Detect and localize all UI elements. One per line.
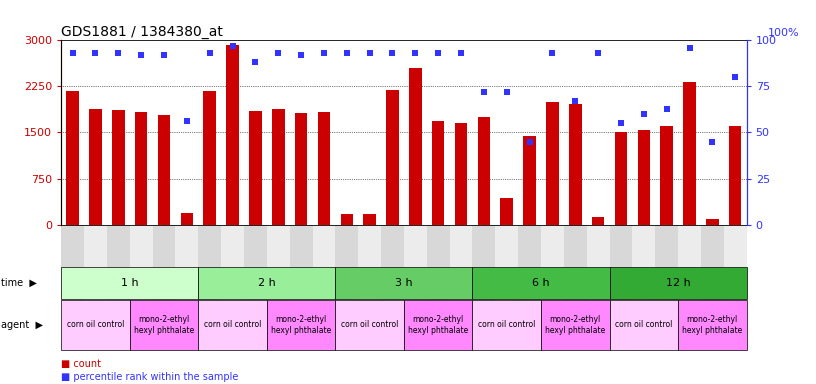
Bar [500, 198, 513, 225]
Text: 1 h: 1 h [121, 278, 139, 288]
Point [546, 50, 559, 56]
Bar [157, 115, 171, 225]
Point [317, 50, 330, 56]
Bar [455, 122, 468, 225]
Bar [249, 111, 262, 225]
Point [409, 50, 422, 56]
Point [226, 43, 239, 49]
Point [66, 50, 79, 56]
Text: 12 h: 12 h [666, 278, 690, 288]
Bar [614, 132, 628, 225]
Point [249, 60, 262, 66]
Point [523, 139, 536, 145]
Point [203, 50, 216, 56]
Bar [569, 104, 582, 225]
Point [569, 98, 582, 104]
Bar [112, 110, 125, 225]
Text: ■ count: ■ count [61, 359, 101, 369]
Bar [637, 130, 650, 225]
Point [157, 52, 171, 58]
Text: corn oil control: corn oil control [204, 320, 261, 329]
Bar [660, 126, 673, 225]
Bar [180, 213, 193, 225]
Bar [66, 91, 79, 225]
Bar [706, 219, 719, 225]
Bar [363, 214, 376, 225]
Point [386, 50, 399, 56]
Text: corn oil control: corn oil control [478, 320, 535, 329]
Point [592, 50, 605, 56]
Point [295, 52, 308, 58]
Text: agent  ▶: agent ▶ [1, 320, 42, 330]
Point [89, 50, 102, 56]
Bar [340, 214, 353, 225]
Bar [432, 121, 445, 225]
Text: time  ▶: time ▶ [1, 278, 37, 288]
Text: 100%: 100% [768, 28, 800, 38]
Text: 3 h: 3 h [395, 278, 413, 288]
Bar [226, 45, 239, 225]
Point [637, 111, 650, 117]
Text: 6 h: 6 h [532, 278, 550, 288]
Bar [272, 109, 285, 225]
Text: mono-2-ethyl
hexyl phthalate: mono-2-ethyl hexyl phthalate [271, 315, 331, 335]
Point [340, 50, 353, 56]
Point [660, 106, 673, 112]
Bar [592, 217, 605, 225]
Text: mono-2-ethyl
hexyl phthalate: mono-2-ethyl hexyl phthalate [545, 315, 605, 335]
Text: mono-2-ethyl
hexyl phthalate: mono-2-ethyl hexyl phthalate [134, 315, 194, 335]
Bar [729, 126, 742, 225]
Point [706, 139, 719, 145]
Text: mono-2-ethyl
hexyl phthalate: mono-2-ethyl hexyl phthalate [682, 315, 743, 335]
Bar [683, 82, 696, 225]
Text: corn oil control: corn oil control [615, 320, 672, 329]
Bar [203, 91, 216, 225]
Point [500, 89, 513, 95]
Point [180, 118, 193, 124]
Point [729, 74, 742, 80]
Point [683, 45, 696, 51]
Point [614, 120, 628, 126]
Text: corn oil control: corn oil control [341, 320, 398, 329]
Point [477, 89, 490, 95]
Text: GDS1881 / 1384380_at: GDS1881 / 1384380_at [61, 25, 223, 39]
Text: corn oil control: corn oil control [67, 320, 124, 329]
Point [135, 52, 148, 58]
Bar [477, 116, 490, 225]
Text: mono-2-ethyl
hexyl phthalate: mono-2-ethyl hexyl phthalate [408, 315, 468, 335]
Bar [409, 68, 422, 225]
Point [112, 50, 125, 56]
Point [272, 50, 285, 56]
Text: 2 h: 2 h [258, 278, 276, 288]
Point [432, 50, 445, 56]
Bar [89, 109, 102, 225]
Bar [523, 136, 536, 225]
Bar [317, 112, 330, 225]
Point [363, 50, 376, 56]
Bar [546, 103, 559, 225]
Bar [386, 90, 399, 225]
Bar [295, 113, 308, 225]
Point [455, 50, 468, 56]
Text: ■ percentile rank within the sample: ■ percentile rank within the sample [61, 372, 238, 382]
Bar [135, 112, 148, 225]
